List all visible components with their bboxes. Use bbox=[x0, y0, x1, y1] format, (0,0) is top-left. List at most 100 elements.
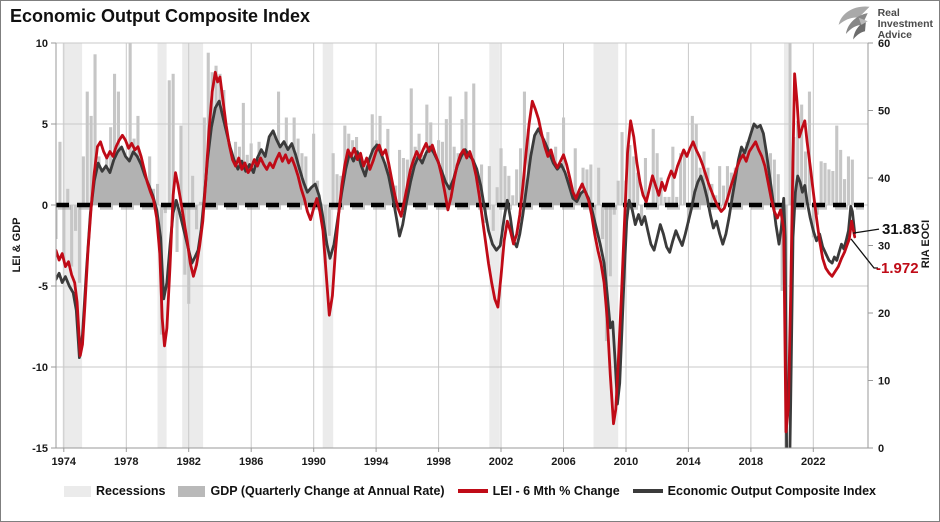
lei-callout-leader bbox=[850, 238, 878, 269]
legend-item-eoci: Economic Output Composite Index bbox=[632, 484, 876, 498]
gdp-bar bbox=[796, 120, 800, 205]
x-tick-label: 2022 bbox=[801, 456, 825, 468]
gdp-bar bbox=[601, 205, 605, 239]
gdp-bar bbox=[66, 188, 70, 205]
gdp-bar bbox=[628, 145, 632, 205]
gdp-bar bbox=[835, 125, 839, 205]
right-axis-title: RIA EOCI bbox=[920, 219, 932, 269]
right-tick-label: 0 bbox=[878, 443, 884, 455]
gdp-bar bbox=[487, 166, 491, 205]
gdp-bar bbox=[636, 172, 640, 205]
gdp-bar bbox=[640, 205, 644, 222]
gdp-bar bbox=[663, 196, 667, 205]
right-tick-label: 10 bbox=[878, 376, 890, 388]
gdp-bar bbox=[819, 161, 823, 205]
gdp-bar bbox=[608, 205, 612, 277]
gdp-bar bbox=[573, 148, 577, 205]
brand-name: Real Investment Advice bbox=[878, 8, 933, 41]
gdp-bar bbox=[776, 174, 780, 205]
gdp-bar bbox=[679, 153, 683, 205]
x-tick-label: 1990 bbox=[301, 456, 325, 468]
gdp-bar bbox=[772, 159, 776, 205]
gdp-bar bbox=[202, 117, 206, 205]
gdp-bar bbox=[616, 180, 620, 205]
recession-band bbox=[182, 43, 204, 448]
gdp-bar bbox=[74, 205, 78, 231]
gdp-bar bbox=[62, 205, 66, 261]
gdp-bar bbox=[522, 91, 526, 205]
gdp-bar bbox=[620, 132, 624, 205]
gdp-bar bbox=[464, 91, 468, 205]
left-axis-title: LEI & GDP bbox=[11, 217, 23, 273]
gdp-bar bbox=[58, 141, 62, 205]
gdp-bar bbox=[77, 205, 81, 283]
x-tick-label: 2006 bbox=[551, 456, 575, 468]
left-tick-label: -10 bbox=[32, 362, 48, 374]
gdp-bar bbox=[718, 166, 722, 205]
gdp-bar bbox=[831, 171, 835, 205]
gdp-bar bbox=[312, 133, 316, 205]
brand-line: Investment bbox=[877, 18, 933, 30]
gdp-bar bbox=[85, 91, 89, 205]
gdp-bar bbox=[179, 125, 183, 205]
brand-line: Advice bbox=[877, 29, 912, 41]
left-tick-label: 10 bbox=[36, 38, 48, 50]
gdp-bar bbox=[815, 205, 819, 215]
gdp-bar bbox=[722, 185, 726, 205]
x-tick-label: 2002 bbox=[489, 456, 513, 468]
gdp-bar bbox=[398, 149, 402, 205]
gdp-bar bbox=[585, 169, 589, 205]
lei-value-callout: -1.972 bbox=[876, 260, 919, 277]
gdp-bar bbox=[503, 166, 507, 205]
gdp-bar bbox=[725, 166, 729, 205]
right-tick-label: 30 bbox=[878, 241, 890, 253]
gdp-bar bbox=[643, 158, 647, 205]
gdp-bar bbox=[113, 73, 117, 205]
gdp-bar bbox=[93, 54, 97, 205]
brand-line: Real bbox=[877, 7, 900, 19]
gdp-bar bbox=[70, 205, 74, 267]
gdp-bar bbox=[331, 153, 335, 205]
gdp-bar bbox=[655, 153, 659, 205]
gdp-bar bbox=[89, 115, 93, 205]
gdp-bar bbox=[612, 205, 616, 215]
gdp-bar bbox=[800, 104, 804, 205]
x-tick-label: 1974 bbox=[52, 456, 77, 468]
gdp-bar bbox=[444, 119, 448, 205]
gdp-bar bbox=[156, 183, 160, 205]
gdp-bar bbox=[507, 175, 511, 205]
gdp-bar bbox=[401, 158, 405, 205]
gdp-bar bbox=[843, 179, 847, 205]
gdp-bar bbox=[589, 164, 593, 205]
gdp-bar bbox=[811, 205, 815, 238]
gdp-bar bbox=[128, 43, 132, 205]
right-tick-label: 60 bbox=[878, 38, 890, 50]
eagle-icon bbox=[838, 6, 870, 40]
gdp-bar bbox=[686, 205, 690, 223]
gdp-bar bbox=[667, 196, 671, 205]
gdp-bar bbox=[148, 156, 152, 205]
gdp-bar bbox=[511, 195, 515, 205]
gdp-bar bbox=[846, 156, 850, 205]
gdp-bar bbox=[491, 205, 495, 231]
gdp-bar bbox=[780, 205, 784, 291]
gdp-bar bbox=[515, 169, 519, 205]
legend-label: GDP (Quarterly Change at Annual Rate) bbox=[210, 484, 445, 498]
gdp-bar bbox=[116, 91, 120, 205]
x-tick-label: 2010 bbox=[614, 456, 638, 468]
gdp-bar bbox=[702, 151, 706, 205]
legend-label: Recessions bbox=[96, 484, 166, 498]
gdp-bar bbox=[804, 151, 808, 205]
gdp-swatch-icon bbox=[178, 485, 206, 497]
legend: Recessions GDP (Quarterly Change at Annu… bbox=[1, 484, 939, 498]
x-tick-label: 1978 bbox=[114, 456, 138, 468]
eoci-line bbox=[56, 99, 857, 448]
gdp-bar bbox=[827, 169, 831, 205]
gdp-bar bbox=[81, 156, 85, 205]
gdp-bar bbox=[175, 205, 179, 252]
x-tick-label: 1994 bbox=[364, 456, 389, 468]
eoci-callout-leader bbox=[852, 228, 880, 234]
eoci-value-callout: 31.83 bbox=[882, 221, 920, 239]
gdp-bar bbox=[850, 159, 854, 205]
